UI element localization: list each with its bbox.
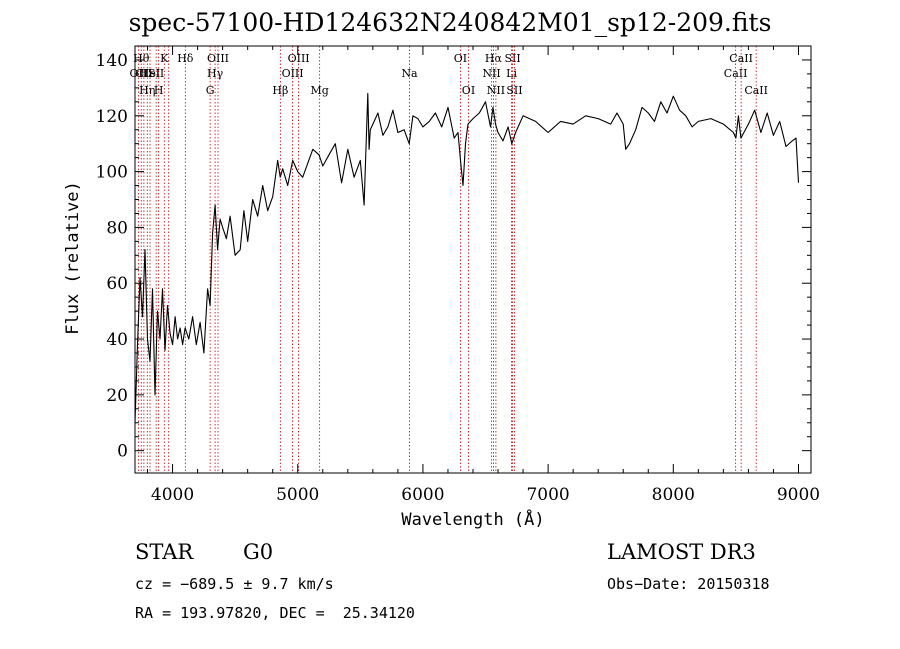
line-marker-label-19: OI: [462, 84, 475, 97]
line-marker-label-13: Hβ: [272, 84, 288, 97]
line-marker-label-17: Na: [401, 67, 418, 80]
spectrum-series: [134, 92, 800, 423]
y-tick-label-4: 80: [106, 218, 128, 238]
line-marker-label-4: HeI: [140, 67, 160, 80]
y-tick-label-6: 120: [96, 107, 128, 127]
spectral-subclass: G0: [243, 540, 274, 564]
line-marker-label-9: Hδ: [177, 52, 194, 65]
coordinates: RA = 193.97820, DEC = 25.34120: [135, 604, 415, 622]
y-tick-label-0: 0: [117, 442, 128, 462]
y-tick-label-7: 140: [96, 51, 128, 71]
line-marker-label-7: K: [160, 52, 169, 65]
x-tick-label-1: 5000: [276, 485, 319, 505]
line-marker-label-11: Hγ: [207, 67, 224, 80]
line-marker-label-18: OI: [454, 52, 467, 65]
line-marker-label-14: OIII: [282, 67, 304, 80]
line-marker-label-16: Mg: [310, 84, 328, 97]
x-tick-label-3: 7000: [526, 485, 569, 505]
y-axis-label: Flux (relative): [63, 181, 83, 335]
line-marker-label-22: NII: [487, 84, 505, 97]
chart-title: spec-57100-HD124632N240842M01_sp12-209.f…: [128, 8, 772, 37]
line-marker-label-21: Hα: [485, 52, 503, 65]
x-tick-label-2: 6000: [401, 485, 444, 505]
observation-date: Obs−Date: 20150318: [607, 575, 770, 593]
line-marker-label-27: CaII: [729, 52, 753, 65]
line-marker-label-1: Hθ: [133, 52, 150, 65]
line-marker-label-5: SII: [148, 67, 164, 80]
spectrum-line-0: [134, 92, 800, 423]
y-tick-label-2: 40: [106, 330, 128, 350]
line-marker-label-6: H: [154, 84, 164, 97]
line-marker-label-12: OIII: [207, 52, 229, 65]
y-tick-label-3: 60: [106, 274, 128, 294]
x-axis-label: Wavelength (Å): [401, 510, 545, 530]
line-marker-label-2: CII: [135, 67, 152, 80]
line-marker-label-10: G: [206, 84, 215, 97]
y-tick-label-5: 100: [96, 163, 128, 183]
line-marker-label-20: NII: [482, 67, 500, 80]
line-marker-label-28: CaII: [744, 84, 768, 97]
line-marker-label-25: SII: [506, 84, 522, 97]
x-tick-label-5: 9000: [777, 485, 820, 505]
x-tick-label-0: 4000: [151, 485, 194, 505]
axis-ticks: 4000 5000 6000 7000 8000 9000 0 20 40 60 80 100 120 1…: [96, 46, 820, 505]
survey-name: LAMOST DR3: [607, 540, 756, 564]
x-tick-label-4: 8000: [652, 485, 695, 505]
plot-frame: [134, 45, 812, 474]
line-marker-label-23: Li: [506, 67, 517, 80]
line-marker-label-24: SII: [504, 52, 520, 65]
line-marker-label-3: Hη: [139, 84, 155, 97]
y-tick-label-1: 20: [106, 386, 128, 406]
redshift-velocity: cz = −689.5 ± 9.7 km/s: [135, 575, 334, 593]
line-marker-label-15: OIII: [288, 52, 310, 65]
object-class: STAR: [135, 540, 194, 564]
line-marker-label-26: CaII: [724, 67, 748, 80]
